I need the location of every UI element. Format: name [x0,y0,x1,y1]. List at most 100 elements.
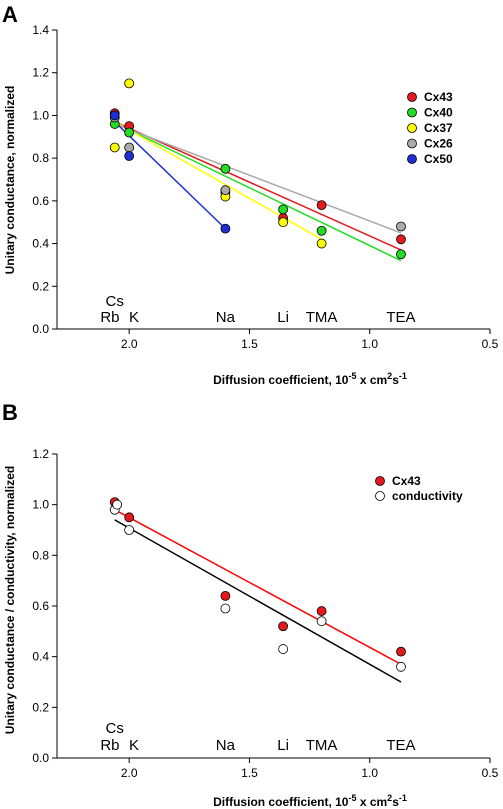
ion-label: TMA [306,737,338,754]
panel-a-label: A [2,2,18,27]
y-tick-label: 1.2 [32,447,49,461]
data-point [124,142,135,153]
panel-b-x-axis-title: Diffusion coefficient, 10-5 x cm2s-1 [213,793,407,809]
ion-label: K [129,737,139,754]
data-point [220,163,231,174]
legend-label: Cx26 [424,137,453,151]
fit-line [114,122,402,262]
legend-label: Cx50 [424,152,453,166]
ion-label: Rb [100,309,119,326]
x-title-sup: -1 [399,793,407,803]
x-tick-label: 0.5 [482,337,499,351]
data-point [316,616,327,627]
y-tick-label: 0.6 [32,194,49,208]
data-point [316,238,327,249]
y-tick-label: 0.8 [32,151,49,165]
x-tick-label: 1.0 [361,766,378,780]
fit-line [114,123,402,234]
y-tick-label: 0.6 [32,599,49,613]
data-point [124,127,135,138]
fit-line [114,121,226,230]
y-tick-label: 0.2 [32,279,49,293]
x-title-mid: s [392,373,399,387]
panel-a-y-axis-title: Unitary conductance, normalized [3,86,17,275]
data-point [220,223,231,234]
data-point [124,525,135,535]
panel-b-label: B [2,400,18,425]
data-point [316,200,327,211]
legend-marker [375,476,385,486]
x-tick-label: 2.0 [121,337,138,351]
ion-label: K [129,309,139,326]
panel-a: A Diffusion coefficient, 10-5 x cm2s-1 U… [2,2,499,387]
data-point [396,221,406,232]
ion-label: Li [277,309,289,326]
x-title-mid: s [392,795,399,809]
data-point [109,142,120,153]
y-tick-label: 0.8 [32,548,49,562]
x-tick-label: 1.5 [241,337,258,351]
data-point [220,590,231,601]
legend-marker [407,138,417,149]
x-title-sup: 2 [387,371,392,381]
data-point [109,110,120,121]
x-title-sup: -5 [348,371,356,381]
y-tick-label: 0.0 [32,322,49,336]
legend-marker [375,491,385,501]
data-point [124,512,135,523]
x-title-mid: x cm [356,795,387,809]
legend-label: conductivity [392,489,463,503]
legend-marker [407,92,417,102]
panel-b-y-axis-title: Unitary conductance / conductivity, norm… [3,466,17,735]
legend-marker [407,154,417,164]
fit-line [114,519,402,683]
legend-marker [407,123,417,133]
ion-label: Li [277,737,289,754]
data-point [220,603,231,614]
panel-a-x-axis-title: Diffusion coefficient, 10-5 x cm2s-1 [213,371,407,387]
x-title-main: Diffusion coefficient, 10 [213,373,349,387]
y-tick-label: 0.4 [32,237,49,251]
data-point [278,217,289,228]
data-point [396,249,406,260]
ion-label: TEA [386,737,415,754]
y-tick-label: 1.0 [32,498,49,512]
x-tick-label: 0.5 [482,766,499,780]
y-tick-label: 0.0 [32,751,49,765]
ion-label: Cs [106,720,124,737]
x-title-sup: -1 [399,371,407,381]
legend-label: Cx40 [424,106,453,120]
y-tick-label: 1.4 [32,23,49,37]
data-point [396,234,406,245]
ion-label: Rb [100,737,119,754]
legend-label: Cx37 [424,121,453,135]
x-tick-label: 2.0 [121,766,138,780]
x-title-main: Diffusion coefficient, 10 [213,795,349,809]
data-point [278,204,289,215]
fit-line [114,509,402,665]
data-point [112,499,123,510]
y-tick-label: 0.2 [32,700,49,714]
x-title-sup: 2 [387,793,392,803]
panel-b: B Diffusion coefficient, 10-5 x cm2s-1 U… [2,400,499,809]
y-tick-label: 1.2 [32,66,49,80]
data-point [316,225,327,236]
ion-label: Na [216,309,236,326]
y-tick-label: 1.0 [32,108,49,122]
data-point [124,151,135,161]
data-point [396,646,406,657]
fit-line [114,121,402,251]
ion-label: Na [216,737,236,754]
x-tick-label: 1.0 [361,337,378,351]
data-point [124,78,135,89]
data-point [278,644,289,654]
legend-label: Cx43 [392,474,421,488]
legend-label: Cx43 [424,90,453,104]
legend-marker [407,107,417,118]
data-point [220,185,231,196]
data-point [396,661,406,672]
ion-label: TMA [306,309,338,326]
data-point [278,621,289,632]
ion-label: TEA [386,309,415,326]
